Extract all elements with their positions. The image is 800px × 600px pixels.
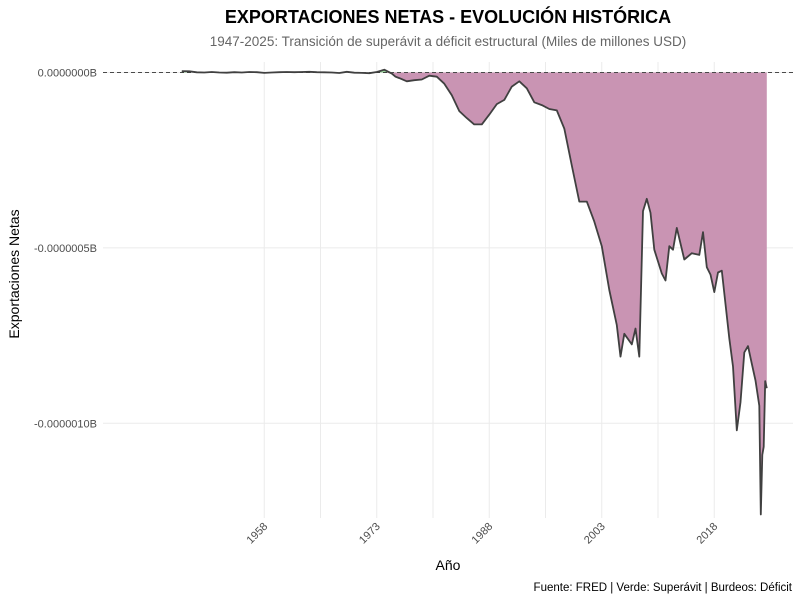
x-tick-label: 2003 [582,521,608,547]
deficit-fill [181,72,767,515]
y-axis-ticks: 0.0000000B -0.0000005B -0.0000010B [34,68,97,431]
x-axis-title: Año [436,557,461,573]
chart-subtitle: 1947-2025: Transición de superávit a déf… [210,34,686,49]
y-tick-label: -0.0000010B [34,418,97,430]
net-exports-line [181,68,768,516]
y-tick-label: -0.0000005B [34,243,97,255]
x-tick-label: 1988 [470,521,496,547]
chart-title: EXPORTACIONES NETAS - EVOLUCIÓN HISTÓRIC… [225,6,671,27]
x-tick-label: 1973 [357,521,383,547]
y-tick-label: 0.0000000B [38,68,97,80]
x-axis-ticks: 1958 1973 1988 2003 2018 [245,521,721,547]
x-tick-label: 1958 [245,521,271,547]
deficit-area [181,69,767,515]
x-tick-label: 2018 [695,521,721,547]
y-axis-title: Exportaciones Netas [6,209,22,338]
series-line [181,68,768,516]
chart-caption: Fuente: FRED | Verde: Superávit | Burdeo… [534,582,793,594]
